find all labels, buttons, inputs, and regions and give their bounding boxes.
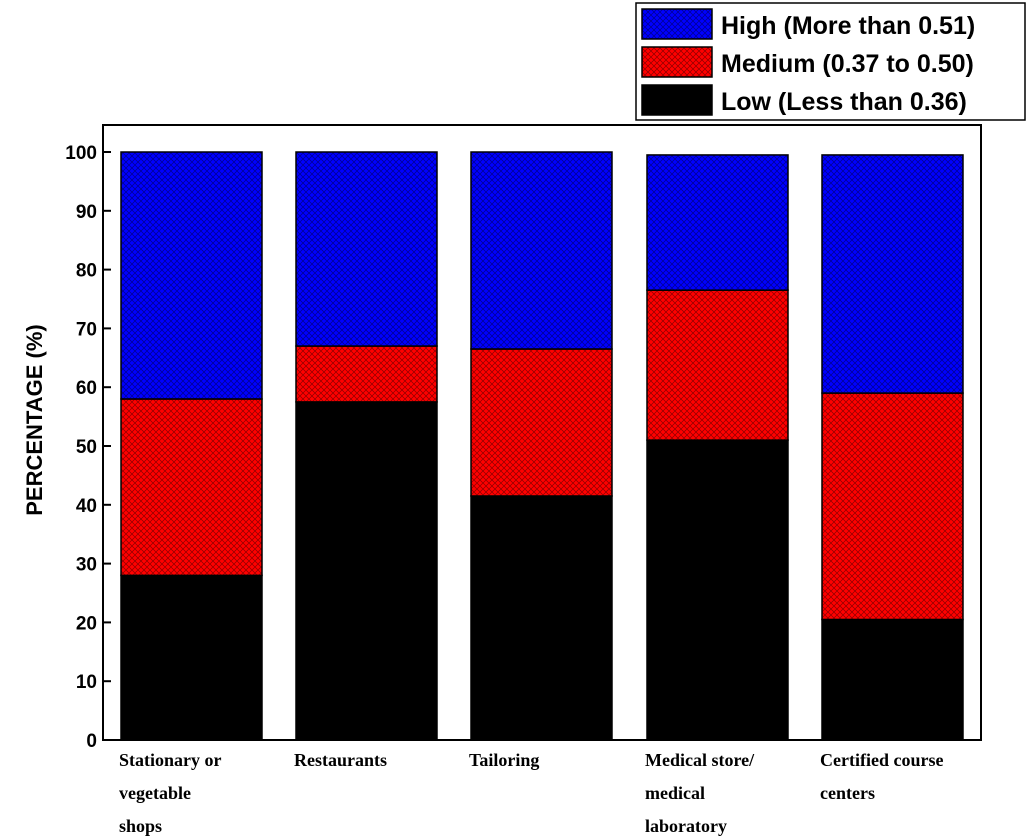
x-category-label: Stationary or vegetable shops [119,750,222,836]
bar-hatch [647,154,788,291]
legend-label: High (More than 0.51) [721,12,975,40]
x-category-line: Tailoring [469,750,539,770]
x-category-line: Restaurants [294,750,387,770]
bar-segment [646,439,789,741]
x-axis-labels: Stationary or vegetable shops Restaurants Ta… [119,750,943,836]
bar-hatch [822,619,963,740]
bar-segment [470,151,613,350]
x-category-line: medical [645,783,705,803]
x-category-label: Certified course centers [820,750,943,803]
x-category-line: vegetable [119,783,191,803]
legend-item: Low (Less than 0.36) [641,84,967,116]
bar-hatch [647,440,788,740]
bar-hatch [121,398,262,576]
y-tick-label: 10 [76,672,97,693]
y-tick-label: 90 [76,202,97,223]
bar-hatch [822,154,963,394]
legend-item: Medium (0.37 to 0.50) [641,46,974,78]
bar-segment [295,151,438,347]
bar-segment [295,401,438,741]
legend-swatch-hatch [642,9,712,39]
y-tick-label: 80 [76,261,97,282]
bar-segment [646,154,789,291]
bar-segment [821,392,964,621]
legend-item: High (More than 0.51) [641,8,975,40]
bar-hatch [296,346,437,402]
bar-hatch [471,348,612,496]
y-tick-label: 40 [76,496,97,517]
bar-hatch [471,152,612,349]
y-tick-label: 20 [76,613,97,634]
bar-segment [646,289,789,441]
legend-label: Medium (0.37 to 0.50) [721,50,974,78]
legend-swatch-hatch [642,47,712,77]
x-category-line: Stationary or [119,750,222,770]
bar-segment [120,398,263,577]
bars [120,151,964,741]
x-category-line: centers [820,783,875,803]
bar-hatch [647,290,788,441]
bar-hatch [296,401,437,740]
x-category-line: Medical store/ [645,750,755,770]
bar-segment [821,154,964,394]
bar-segment [470,495,613,741]
x-category-label: Tailoring [469,750,539,770]
y-tick-label: 50 [76,437,97,458]
y-tick-label: 70 [76,319,97,340]
y-tick-label: 30 [76,555,97,576]
bar-hatch [121,152,262,399]
bar-segment [295,345,438,403]
x-category-label: Medical store/medical laboratory [645,750,755,836]
legend-label: Low (Less than 0.36) [721,88,967,116]
bar-segment [821,618,964,741]
y-tick-label: 60 [76,378,97,399]
x-category-line: Certified course [820,750,943,770]
legend-swatch-hatch [642,85,712,115]
bar-segment [120,574,263,741]
bar-segment [120,151,263,400]
y-axis: 0 10 20 30 40 50 60 70 80 90 100 [65,143,111,752]
x-category-label: Restaurants [294,750,387,770]
bar-segment [470,348,613,497]
y-axis-title: PERCENTAGE (%) [22,324,47,516]
y-tick-label: 0 [86,731,97,752]
bar-hatch [296,152,437,347]
bar-hatch [822,393,963,620]
legend: High (More than 0.51) Medium (0.37 to 0.5… [635,2,1026,121]
y-tick-label: 100 [65,143,97,164]
x-category-line: shops [119,816,162,836]
bar-hatch [121,575,262,740]
bar-hatch [471,495,612,740]
x-category-line: laboratory [645,816,727,836]
